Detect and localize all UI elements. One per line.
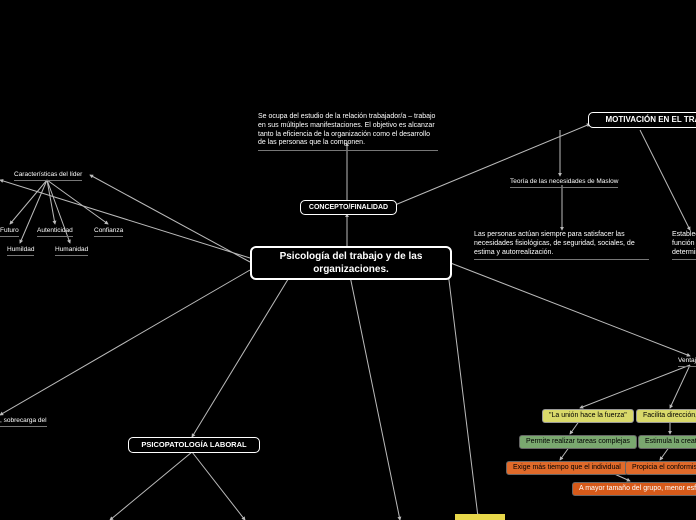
pill-exige[interactable]: Exige más tiempo que el individual: [506, 461, 628, 475]
pill-estimula[interactable]: Estimula la creatividad: [638, 435, 696, 449]
pill-facilita[interactable]: Facilita dirección, coordinación: [636, 409, 696, 423]
caracteristicas-label: Características del líder: [14, 171, 82, 181]
node-central[interactable]: Psicología del trabajo y de las organiza…: [250, 246, 452, 280]
maslow-text-label: Las personas actúan siempre para satisfa…: [474, 231, 635, 256]
humildad-label: Humildad: [7, 246, 34, 256]
node-concepto-label: CONCEPTO/FINALIDAD: [301, 201, 396, 214]
pill-union-label: "La unión hace la fuerza": [549, 412, 627, 419]
bottom-bar: [455, 514, 505, 520]
ventajas-label: Ventajas: [678, 357, 696, 367]
pill-tamano[interactable]: A mayor tamaño del grupo, menor esfuerzo: [572, 482, 696, 496]
futuro-label: Futuro: [0, 227, 19, 237]
node-estab: Establece que la motivación es función d…: [672, 231, 696, 260]
pill-facilita-label: Facilita dirección, coordinación: [643, 412, 696, 419]
node-futuro[interactable]: Futuro: [0, 225, 19, 237]
node-motivacion-label: MOTIVACIÓN EN EL TRABAJO: [589, 113, 696, 127]
psicopatologia-label: PSICOPATOLOGÍA LABORAL: [129, 438, 259, 452]
autenticidad-label: Autenticidad: [37, 227, 73, 237]
confianza-label: Confianza: [94, 227, 123, 237]
pill-union[interactable]: "La unión hace la fuerza": [542, 409, 634, 423]
node-humildad[interactable]: Humildad: [7, 244, 34, 256]
node-confianza[interactable]: Confianza: [94, 225, 123, 237]
node-caracteristicas[interactable]: Características del líder: [14, 169, 82, 181]
humanidad-label: Humanidad: [55, 246, 88, 256]
node-motivacion[interactable]: MOTIVACIÓN EN EL TRABAJO: [588, 112, 696, 128]
pill-propicia-label: Propicia el conformismo: [632, 464, 696, 471]
node-ventajas[interactable]: Ventajas: [678, 355, 696, 367]
pill-permite-label: Permite realizar tareas complejas: [526, 438, 630, 445]
node-autenticidad[interactable]: Autenticidad: [37, 225, 73, 237]
pill-estimula-label: Estimula la creatividad: [645, 438, 696, 445]
maslow-label: Teoría de las necesidades de Maslow: [510, 178, 618, 188]
pill-propicia[interactable]: Propicia el conformismo: [625, 461, 696, 475]
node-central-label: Psicología del trabajo y de las organiza…: [252, 248, 450, 278]
node-psicopatologia[interactable]: PSICOPATOLOGÍA LABORAL: [128, 437, 260, 453]
mindmap-canvas: Psicología del trabajo y de las organiza…: [0, 0, 696, 520]
node-maslow[interactable]: Teoría de las necesidades de Maslow: [510, 176, 618, 188]
sobrecarga-label: , sobrecarga del: [0, 417, 47, 427]
node-sobrecarga: , sobrecarga del: [0, 415, 47, 427]
pill-exige-label: Exige más tiempo que el individual: [513, 464, 621, 471]
node-maslow-text: Las personas actúan siempre para satisfa…: [474, 231, 649, 260]
node-humanidad[interactable]: Humanidad: [55, 244, 88, 256]
node-concepto-text: Se ocupa del estudio de la relación trab…: [258, 113, 438, 151]
concepto-text-label: Se ocupa del estudio de la relación trab…: [258, 113, 435, 146]
pill-permite[interactable]: Permite realizar tareas complejas: [519, 435, 637, 449]
estab-label: Establece que la motivación es función d…: [672, 231, 696, 256]
pill-tamano-label: A mayor tamaño del grupo, menor esfuerzo: [579, 485, 696, 492]
node-concepto[interactable]: CONCEPTO/FINALIDAD: [300, 200, 397, 215]
